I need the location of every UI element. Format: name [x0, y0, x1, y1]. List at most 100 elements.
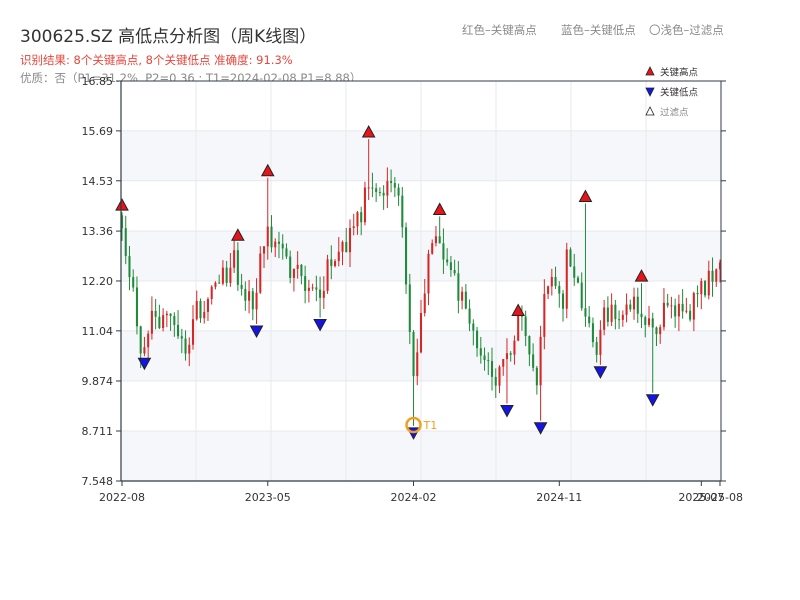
key-high-marker [432, 202, 447, 215]
candle-body [416, 352, 419, 377]
candle-body [498, 366, 501, 386]
x-tick-label: 2024-11 [536, 491, 582, 504]
candle-body [576, 277, 580, 283]
candle-body [367, 187, 370, 189]
candle-body [651, 318, 654, 328]
candle-body [206, 299, 209, 312]
candle-body [662, 302, 665, 328]
candle-body [270, 226, 273, 248]
candle-body [120, 215, 124, 229]
candle-body [621, 314, 624, 320]
legend-note-filtered: 〇浅色–过滤点 [649, 23, 724, 37]
candle-body [457, 273, 460, 301]
candle-body [711, 270, 714, 282]
key-low-marker [645, 394, 660, 407]
candle-body [561, 293, 565, 309]
x-tick-label: 2023-05 [245, 491, 291, 504]
key-low-marker [249, 325, 264, 339]
candle-body [390, 181, 393, 183]
candle-body [618, 319, 621, 321]
candle-body [505, 353, 508, 360]
candle-body [532, 354, 535, 368]
candle-body [535, 367, 538, 386]
candle-body [580, 282, 583, 309]
candle-body [382, 192, 385, 196]
candle-body [262, 246, 266, 254]
candle-body [375, 188, 378, 193]
candle-body [704, 281, 707, 296]
candle-body [233, 250, 236, 268]
candle-body [550, 277, 553, 287]
candle-body [177, 324, 180, 337]
key-high-marker [231, 228, 245, 241]
key-low-marker [137, 357, 152, 371]
candle-body [636, 296, 639, 314]
candle-body [173, 316, 176, 325]
candle-body [322, 290, 325, 298]
x-tick-label: 2024-02 [391, 491, 437, 504]
candle-body [356, 212, 359, 227]
candle-body [565, 249, 568, 309]
y-tick-label: 11.04 [82, 325, 114, 338]
legend-label: 关键低点 [660, 87, 699, 99]
candle-body [685, 310, 688, 312]
candle-body [147, 333, 150, 348]
candle-body [154, 310, 157, 317]
candle-body [718, 262, 722, 270]
candle-body [300, 264, 303, 277]
candle-body [307, 287, 310, 291]
candle-body [588, 316, 591, 324]
t1-ring [405, 416, 422, 434]
candle-body [438, 236, 441, 244]
candle-body [655, 327, 658, 335]
candle-body [625, 304, 628, 315]
candle-body [266, 226, 269, 247]
candle-body [707, 270, 710, 296]
y-tick-label: 15.69 [82, 125, 114, 138]
candle-body [528, 336, 531, 355]
candle-body [584, 308, 587, 317]
key-low-markers [137, 319, 660, 440]
candle-body [487, 360, 490, 362]
candle-body [371, 187, 374, 189]
candle-body [251, 291, 254, 310]
candle-body [442, 243, 445, 260]
candle-body [509, 353, 512, 355]
candle-body [180, 336, 183, 339]
candle-body [221, 267, 224, 284]
candle-body [165, 313, 168, 316]
key-low-marker [313, 319, 327, 332]
candle-body [670, 305, 673, 307]
candle-body [330, 259, 333, 267]
candle-body [610, 304, 613, 322]
candle-body [449, 262, 452, 270]
candle-body [423, 293, 426, 313]
legend-note-red-high: 红色–关键高点 [462, 23, 537, 37]
candle-body [408, 284, 411, 332]
candle-body [647, 318, 651, 325]
candle-body [573, 266, 576, 278]
candle-body [289, 256, 292, 278]
candle-body [591, 323, 594, 343]
candle-body [248, 291, 251, 301]
candle-body [479, 348, 482, 356]
legend-label: 关键高点 [660, 67, 699, 79]
x-tick-label: 2022-08 [99, 491, 145, 504]
key-high-marker [260, 163, 275, 177]
candles [120, 139, 722, 426]
y-tick-label: 8.711 [82, 425, 114, 438]
candle-body [132, 277, 135, 288]
candle-body [240, 284, 243, 289]
candle-body [360, 212, 363, 223]
candle-body [483, 355, 486, 361]
candle-body [292, 268, 295, 278]
candle-body [255, 292, 258, 310]
y-tick-label: 14.53 [82, 175, 114, 188]
y-tick-label: 7.548 [82, 475, 114, 488]
t1-label: T1 [423, 419, 438, 432]
candle-body [490, 361, 494, 377]
key-high-marker [115, 198, 129, 211]
candle-body [599, 329, 602, 355]
candle-body [681, 303, 684, 312]
